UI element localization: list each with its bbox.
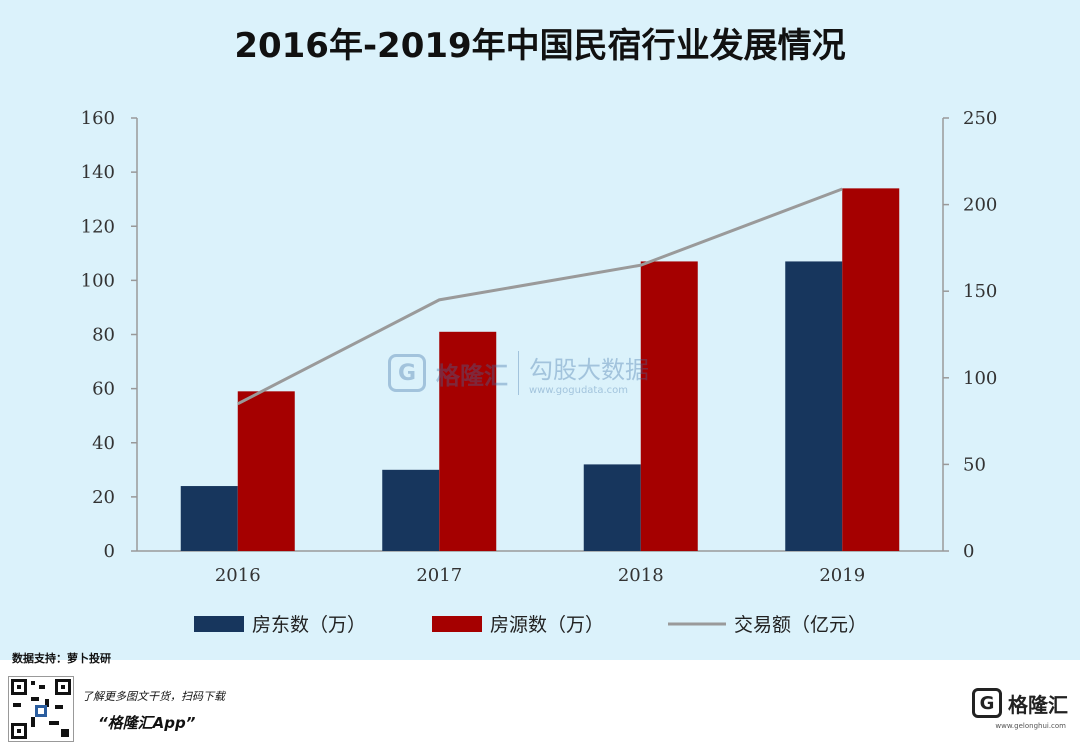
watermark-divider: [518, 351, 519, 395]
watermark-logo-icon: G: [388, 354, 426, 392]
y-tick-left-label: 100: [81, 270, 115, 291]
app-name: “格隆汇App”: [98, 714, 196, 732]
bar-listings-2017: [439, 331, 497, 551]
data-source: 数据支持：萝卜投研: [12, 652, 111, 665]
y-tick-right-label: 150: [963, 281, 997, 302]
watermark-brand: 格隆汇: [436, 361, 508, 390]
x-tick-label: 2016: [215, 565, 261, 586]
chart-line: [237, 187, 843, 406]
legend-label-0: 房东数（万）: [252, 614, 366, 636]
bar-listings-2018: [640, 261, 698, 551]
chart-panel: [0, 0, 1080, 660]
y-tick-right-label: 200: [963, 195, 997, 216]
watermark-url: www.gogudata.com: [529, 385, 629, 396]
bar-listings-2016: [237, 391, 295, 551]
brand-logo-icon: G: [972, 688, 1002, 718]
footer: 了解更多图文干货，扫码下载 “格隆汇App” G 格隆汇 www.gelongh…: [0, 668, 1080, 746]
chart-bars: [180, 188, 900, 552]
watermark-sub: 勾股大数据: [529, 356, 649, 384]
y-tick-left-label: 160: [81, 108, 115, 129]
watermark: G 格隆汇 勾股大数据 www.gogudata.com: [388, 350, 649, 396]
promo-text: 了解更多图文干货，扫码下载: [82, 690, 225, 703]
y-tick-left-label: 0: [104, 541, 115, 562]
y-tick-left-label: 120: [81, 216, 115, 237]
x-tick-label: 2017: [416, 565, 462, 586]
bar-hosts-2018: [583, 464, 641, 551]
legend-label-2: 交易额（亿元）: [734, 614, 867, 636]
bar-listings-2019: [842, 188, 900, 552]
brand-url: www.gelonghui.com: [995, 722, 1066, 730]
line-transaction-volume: [237, 187, 843, 406]
legend-swatch-1: [432, 616, 482, 632]
brand-name: 格隆汇: [1008, 692, 1068, 717]
legend-label-1: 房源数（万）: [490, 614, 604, 636]
chart-legend: 房东数（万） 房源数（万） 交易额（亿元）: [194, 614, 867, 636]
bar-hosts-2017: [382, 469, 440, 551]
bar-hosts-2016: [180, 486, 238, 551]
y-tick-right-label: 100: [963, 368, 997, 389]
y-tick-right-label: 250: [963, 108, 997, 129]
x-tick-label: 2019: [819, 565, 865, 586]
y-tick-left-label: 140: [81, 162, 115, 183]
y-tick-right-label: 0: [963, 541, 974, 562]
qr-code-icon[interactable]: [8, 676, 74, 742]
y-tick-left-label: 20: [92, 487, 115, 508]
x-tick-label: 2018: [618, 565, 664, 586]
y-tick-left-label: 40: [92, 433, 115, 454]
bar-hosts-2019: [785, 261, 843, 551]
y-tick-right-label: 50: [963, 454, 986, 475]
chart-title: 2016年-2019年中国民宿行业发展情况: [234, 26, 846, 66]
brand-logo: G 格隆汇: [972, 688, 1068, 718]
y-tick-left-label: 80: [92, 325, 115, 346]
chart-svg: 0 20 40 60 80 100 120 140 160 0 50 100 150 200 250 2016…: [81, 108, 998, 636]
y-tick-left-label: 60: [92, 379, 115, 400]
legend-swatch-0: [194, 616, 244, 632]
chart-axes: 0 20 40 60 80 100 120 140 160 0 50 100 150 200 250 2016…: [81, 108, 998, 586]
